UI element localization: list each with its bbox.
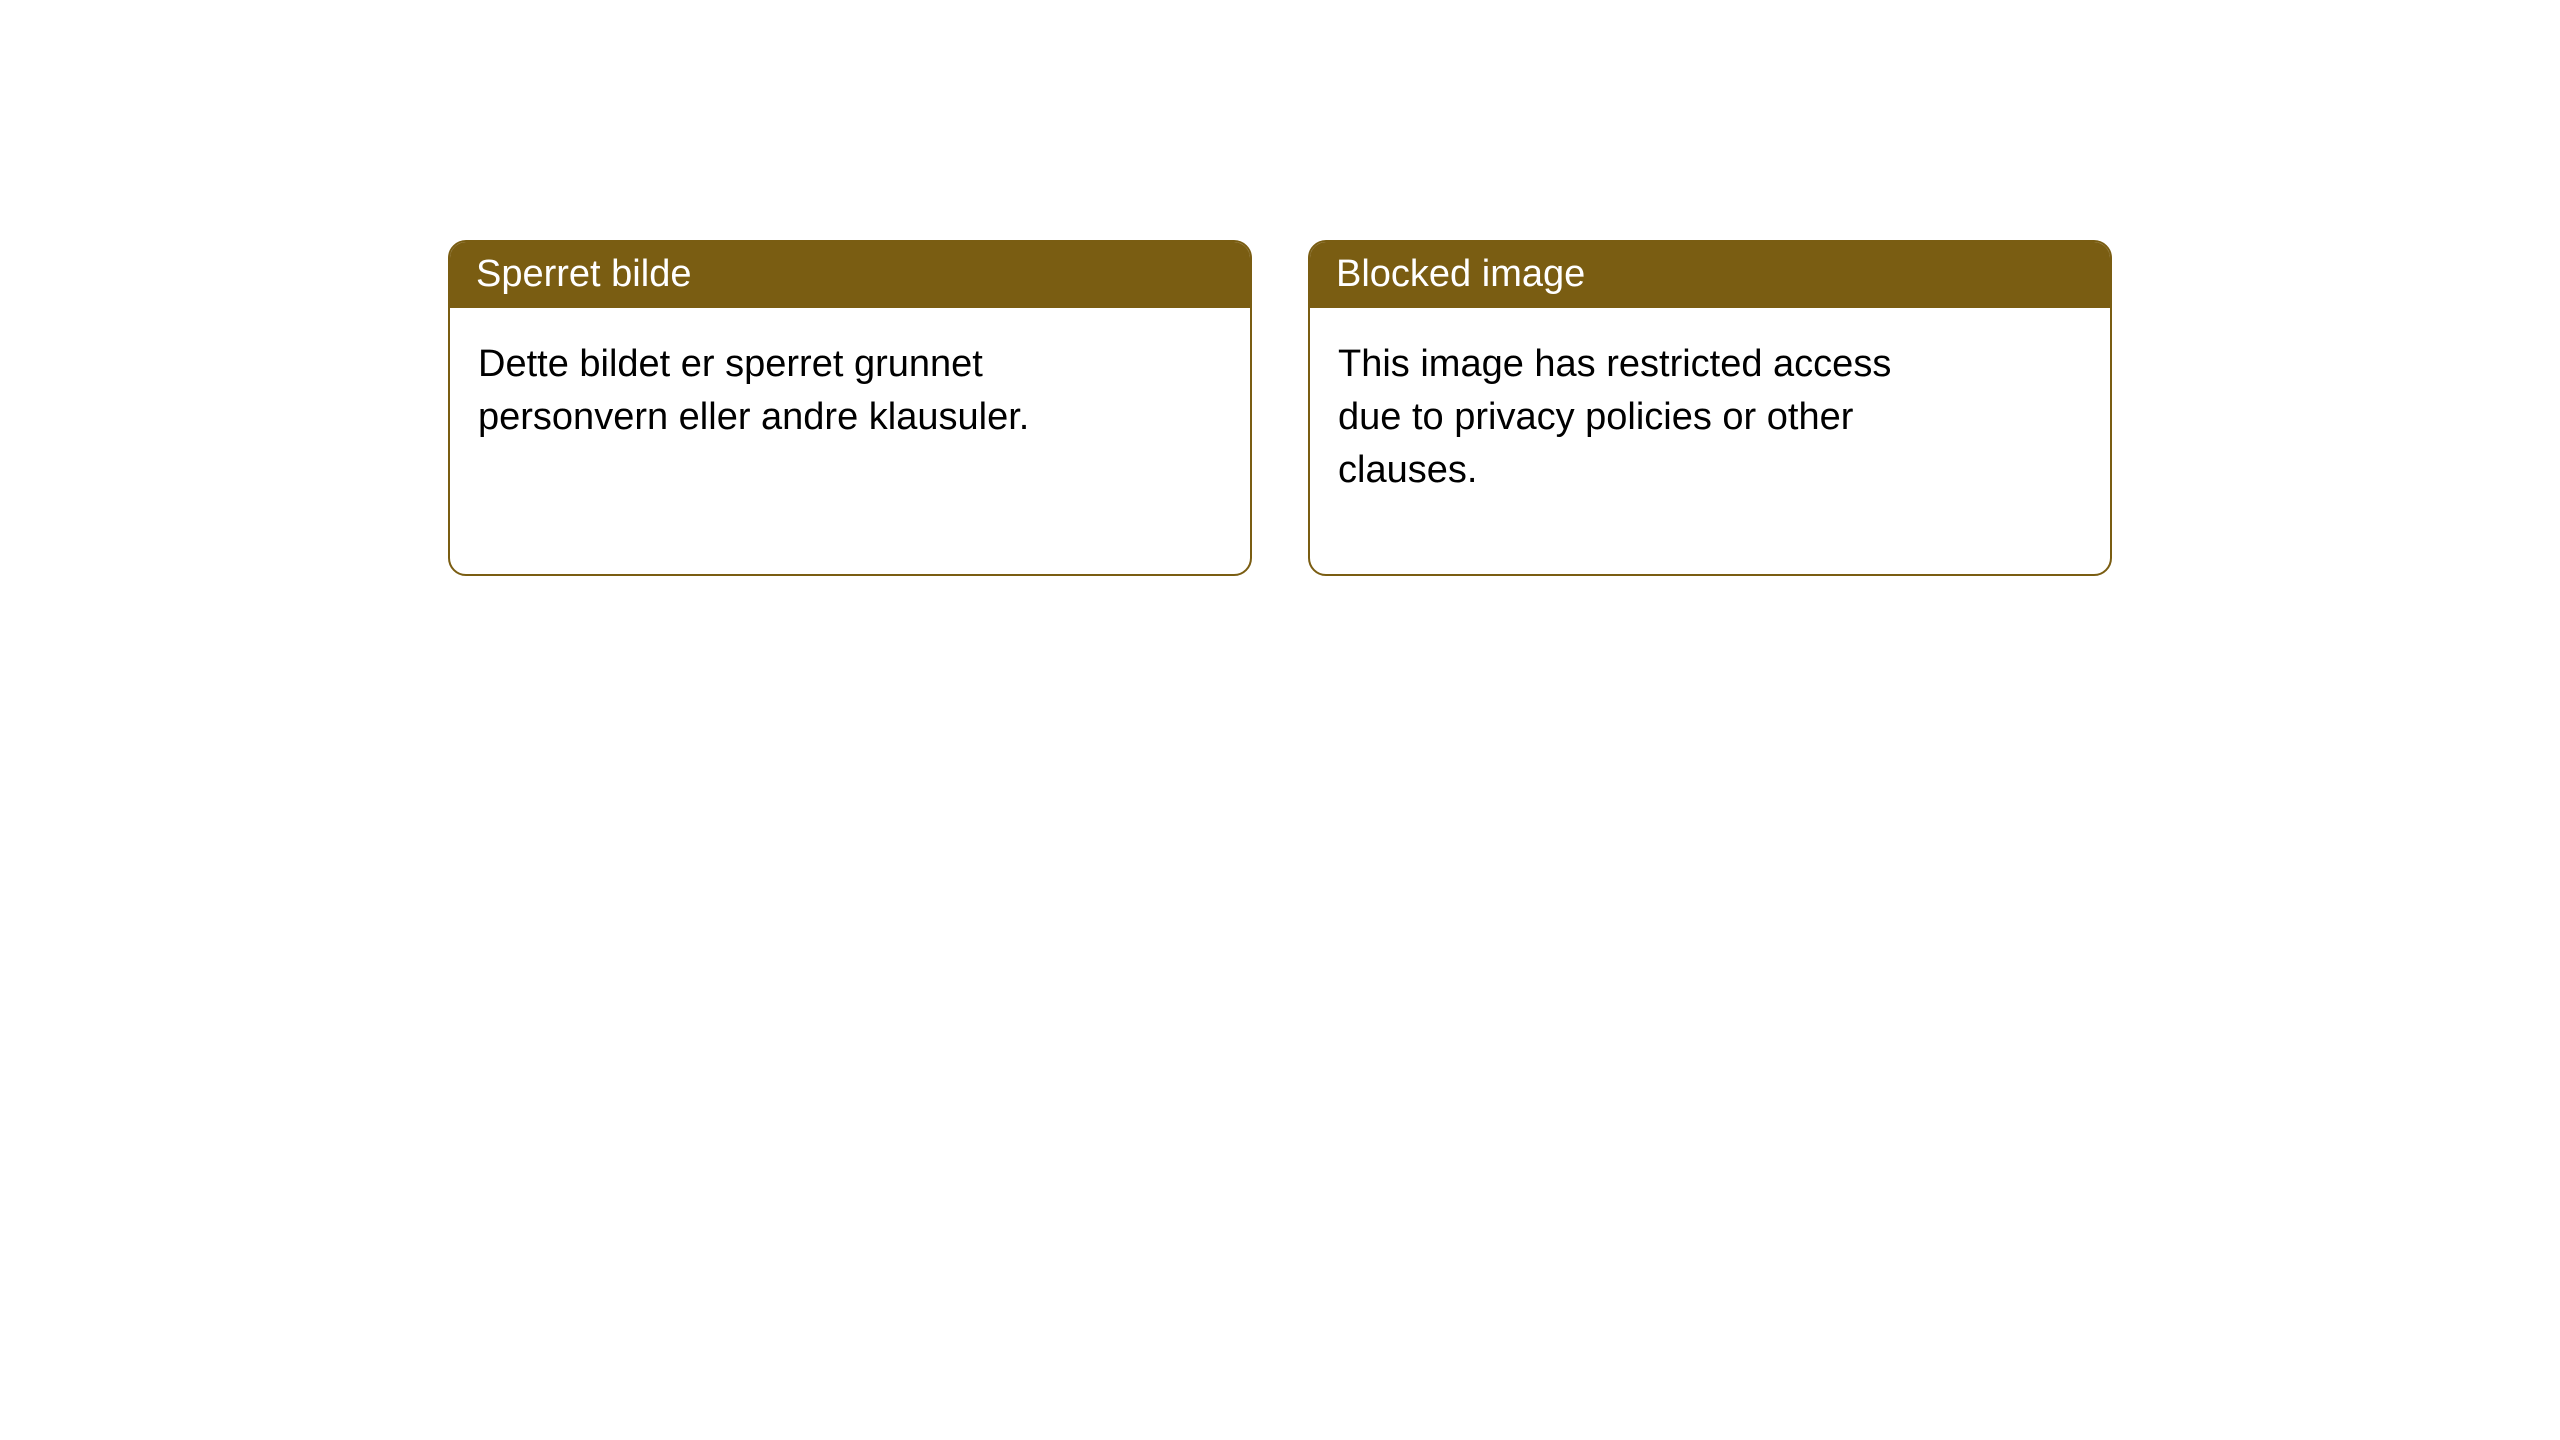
card-body-en: This image has restricted access due to … — [1310, 308, 1990, 528]
blocked-image-card-no: Sperret bilde Dette bildet er sperret gr… — [448, 240, 1252, 576]
card-body-no: Dette bildet er sperret grunnet personve… — [450, 308, 1130, 474]
cards-container: Sperret bilde Dette bildet er sperret gr… — [448, 240, 2112, 576]
card-header-en: Blocked image — [1310, 242, 2110, 308]
blocked-image-card-en: Blocked image This image has restricted … — [1308, 240, 2112, 576]
card-header-no: Sperret bilde — [450, 242, 1250, 308]
